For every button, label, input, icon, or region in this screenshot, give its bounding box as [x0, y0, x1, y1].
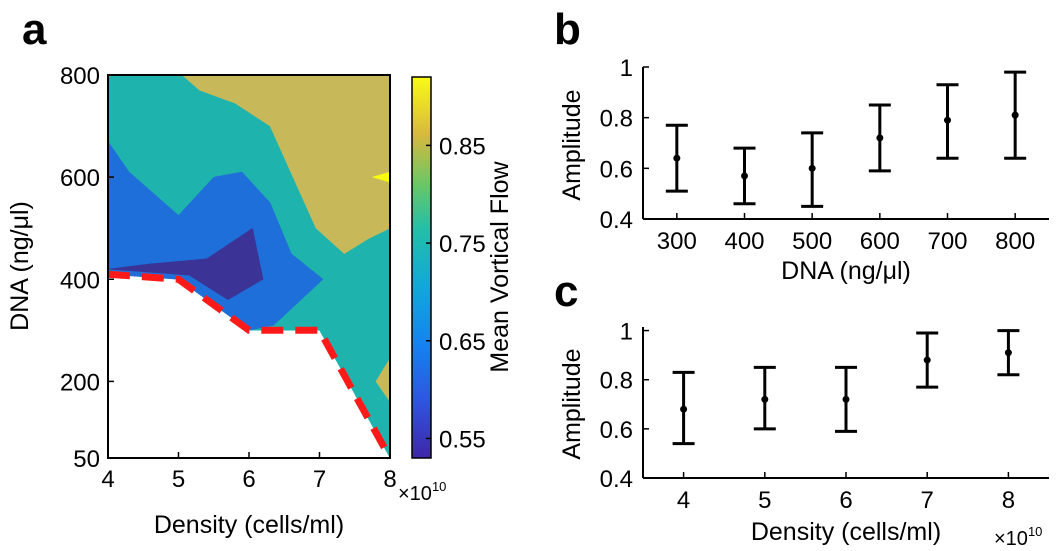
x-tick-label: 7 [313, 466, 326, 493]
panel-c-marks [672, 329, 1020, 446]
panel-b-x-tick-label: 800 [995, 228, 1035, 255]
panel-a-x-label: Density (cells/ml) [154, 511, 344, 539]
panel-c-y-tick-label: 1 [620, 319, 633, 346]
x-tick-label: 5 [172, 466, 185, 493]
panel-c-data-point [842, 395, 850, 403]
colorbar-tick-label: 0.65 [439, 329, 486, 356]
panel-c-errorbar-chart: 4 5 6 7 8 0.4 0.6 0.8 1 ×1010 Density (cells/ml)… [558, 319, 1049, 550]
panel-b-x-label: DNA (ng/μl) [781, 257, 911, 285]
panel-b-y-label: Amplitude [558, 89, 586, 200]
panel-c-data-point [1004, 349, 1012, 357]
panel-b-data-point [808, 164, 816, 172]
panel-b-data-point [944, 116, 951, 124]
colorbar-tick-label: 0.75 [439, 231, 486, 258]
panel-c-x-tick-label: 4 [677, 487, 690, 514]
y-tick-label: 50 [73, 446, 100, 473]
panel-b-y-tick-label: 0.6 [600, 156, 633, 183]
panel-b-y-tick-label: 0.4 [600, 207, 633, 234]
colorbar-label: Mean Vortical Flow [486, 160, 514, 372]
panel-b-data-point [1011, 111, 1019, 119]
panel-label-b: b [554, 5, 581, 54]
panel-label-c: c [554, 267, 578, 316]
panel-b-x-tick-label: 700 [927, 228, 967, 255]
colorbar-ticks: 0.55 0.65 0.75 0.85 [426, 133, 486, 453]
panel-b-data-point [876, 134, 884, 142]
y-tick-label: 800 [60, 63, 100, 90]
contour-region-1 [181, 75, 390, 255]
colorbar [411, 76, 432, 459]
y-tick-label: 600 [60, 165, 100, 192]
panel-c-data-point [761, 395, 769, 403]
boundary-line [107, 270, 394, 460]
contour-region-5 [108, 227, 264, 300]
panel-c-data-point [680, 405, 688, 413]
panel-c-ticks: 4 5 6 7 8 0.4 0.6 0.8 1 [600, 319, 1015, 514]
heatmap-regions [108, 75, 390, 458]
panel-b-y-tick-label: 0.8 [600, 106, 633, 133]
panel-b-marks [665, 70, 1027, 208]
y-tick-label: 400 [60, 267, 100, 294]
contour-region-3 [371, 171, 390, 183]
panel-c-y-tick-label: 0.4 [600, 466, 633, 493]
x-tick-label: 4 [101, 466, 114, 493]
panel-b-x-tick-label: 500 [792, 228, 832, 255]
panel-c-x-tick-label: 6 [839, 487, 852, 514]
panel-a-ticks: 4 5 6 7 8 50 200 400 600 800 [60, 63, 397, 493]
contour-region-2 [375, 357, 390, 403]
panel-label-a: a [22, 5, 47, 54]
panel-c-x-multiplier: ×1010 [994, 524, 1042, 550]
colorbar-tick-label: 0.55 [439, 426, 486, 453]
panel-c-y-label: Amplitude [558, 348, 586, 459]
panel-a-heatmap: 4 5 6 7 8 50 200 400 600 800 ×1010 Density (cells… [6, 63, 514, 539]
panel-c-y-tick-label: 0.6 [600, 417, 633, 444]
x-tick-label: 8 [383, 466, 396, 493]
y-tick-label: 200 [60, 369, 100, 396]
panel-b-errorbar-chart: 300 400 500 600 700 800 0.4 0.6 0.8 1 DNA (ng/μl)… [558, 55, 1049, 285]
panel-c-x-tick-label: 7 [921, 487, 934, 514]
colorbar-tick-label: 0.85 [439, 133, 486, 160]
panel-b-data-point [741, 172, 748, 180]
panel-b-data-point [673, 154, 681, 162]
panel-a-y-label: DNA (ng/μl) [6, 201, 34, 331]
panel-b-y-tick-label: 1 [620, 55, 633, 82]
panel-b-x-tick-label: 600 [860, 228, 900, 255]
panel-b-x-tick-label: 300 [657, 228, 697, 255]
panel-a-x-multiplier: ×1010 [398, 479, 446, 505]
panel-b-x-tick-label: 400 [724, 228, 764, 255]
panel-c-x-label: Density (cells/ml) [751, 518, 941, 546]
panel-c-y-tick-label: 0.8 [600, 368, 633, 395]
x-tick-label: 6 [242, 466, 255, 493]
panel-c-x-tick-label: 5 [758, 487, 771, 514]
panel-b-ticks: 300 400 500 600 700 800 0.4 0.6 0.8 1 [600, 55, 1036, 255]
panel-c-x-tick-label: 8 [1002, 487, 1015, 514]
panel-c-data-point [923, 356, 931, 364]
